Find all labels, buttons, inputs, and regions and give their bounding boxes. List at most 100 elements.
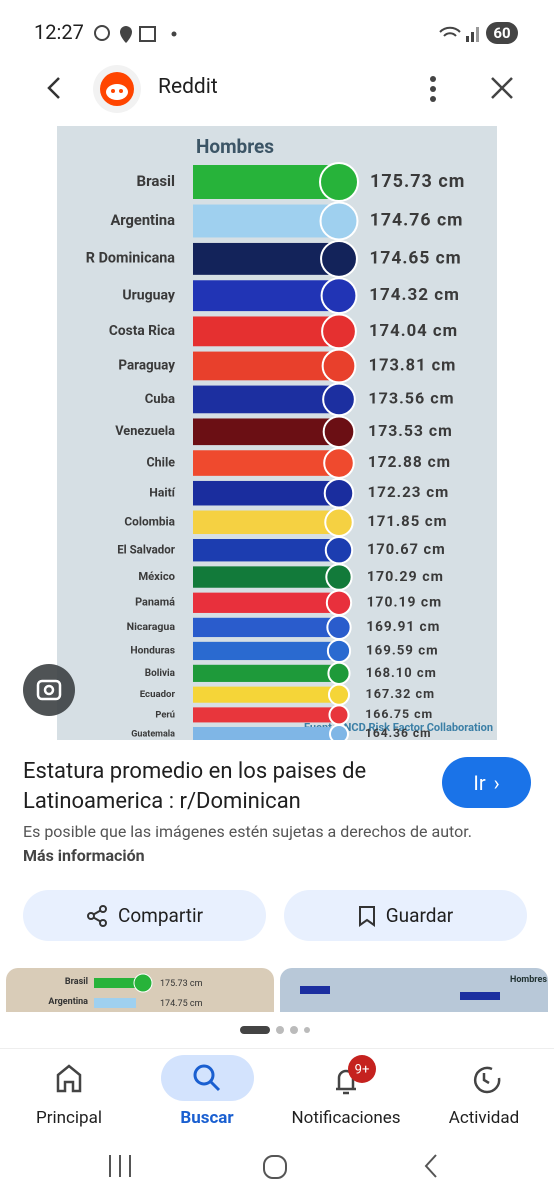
country-label: Costa Rica <box>109 323 175 339</box>
country-label: Brasil <box>137 172 176 190</box>
flag <box>319 201 359 241</box>
value-label: 171.85 cm <box>367 512 447 530</box>
value-label: 173.53 cm <box>368 421 453 440</box>
country-label: Venezuela <box>115 424 175 439</box>
bar <box>193 204 343 238</box>
go-button[interactable]: Ir › <box>442 757 531 808</box>
save-button[interactable]: Guardar <box>284 890 527 941</box>
flag <box>324 536 354 565</box>
bar <box>193 664 343 682</box>
page-dots <box>240 1026 310 1034</box>
share-label: Compartir <box>117 904 204 927</box>
country-label: Cuba <box>145 392 175 407</box>
value-label: 169.91 cm <box>366 619 440 635</box>
system-nav <box>109 1154 437 1179</box>
value-label: 174.04 cm <box>369 321 458 341</box>
share-button[interactable]: Compartir <box>23 890 266 941</box>
image-source: Fuente: NCD Risk Factor Collaboration <box>304 721 493 734</box>
bar <box>193 641 343 661</box>
flag <box>322 415 356 449</box>
menu-button[interactable] <box>420 74 446 104</box>
value-label: 169.59 cm <box>366 643 439 658</box>
bar <box>193 165 343 199</box>
value-label: 164.36 cm <box>365 726 432 740</box>
country-label: Nicaragua <box>127 620 176 633</box>
flag <box>320 239 358 278</box>
country-label: Colombia <box>124 514 175 528</box>
thumb-text: Argentina <box>48 997 88 1007</box>
flag <box>327 683 351 706</box>
country-label: Uruguay <box>122 287 176 303</box>
chevron: › <box>493 770 500 795</box>
value-label: 173.56 cm <box>368 389 454 408</box>
country-label: Panamá <box>135 596 175 609</box>
more-info-link[interactable]: Más información <box>23 846 145 865</box>
value-label: 174.65 cm <box>369 248 461 268</box>
nav-icons: 9+ <box>56 1055 501 1095</box>
flag <box>324 507 354 537</box>
notice-text: Es posible que las imágenes estén sujeta… <box>23 822 472 841</box>
save-icon <box>358 905 375 927</box>
value-label: 172.88 cm <box>368 453 451 471</box>
country-label: Honduras <box>130 644 175 657</box>
flag <box>329 724 349 740</box>
thumb-text: Brasil <box>65 977 88 987</box>
battery: 60 <box>486 22 518 44</box>
reddit-icon <box>93 65 141 113</box>
flag <box>321 313 357 350</box>
flag <box>326 614 352 641</box>
value-label: 167.32 cm <box>366 687 436 702</box>
bar <box>193 686 343 703</box>
bar <box>193 617 343 638</box>
result-image[interactable]: Hombres Fuente: NCD Risk Factor Collabor… <box>57 126 497 740</box>
country-label: Argentina <box>110 211 175 229</box>
country-label: R Dominicana <box>86 250 176 267</box>
nav-tab[interactable]: Notificaciones <box>291 1108 401 1128</box>
bar <box>193 707 343 723</box>
flag <box>322 382 356 417</box>
value-label: 174.76 cm <box>370 211 464 231</box>
value-label: 174.32 cm <box>369 285 460 305</box>
flag <box>320 277 358 315</box>
thumb-text: 175.73 cm <box>160 979 203 989</box>
nav-tab[interactable]: Principal <box>36 1108 102 1128</box>
bar <box>193 539 343 562</box>
flag <box>328 704 350 726</box>
bar <box>193 480 343 506</box>
result-title[interactable]: Estatura promedio en los paises de Latin… <box>23 759 367 814</box>
header-title: Reddit <box>158 75 218 99</box>
divider <box>0 1048 554 1049</box>
value-label: 166.75 cm <box>365 708 433 722</box>
thumbnail[interactable]: Hombres <box>280 968 548 1012</box>
value-label: 175.73 cm <box>370 171 465 192</box>
close-button[interactable] <box>488 74 516 102</box>
notification-badge: 9+ <box>355 1062 370 1077</box>
flag <box>326 638 352 664</box>
bar <box>193 510 343 534</box>
lens-button[interactable] <box>23 664 75 716</box>
country-label: Perú <box>155 709 175 720</box>
thumb-text: Hombres <box>510 975 547 985</box>
nav-tab[interactable]: Actividad <box>448 1108 520 1128</box>
flag <box>319 162 359 202</box>
thumbnail[interactable]: Brasil 175.73 cm Argentina 174.75 cm <box>6 968 274 1012</box>
bar <box>193 316 343 347</box>
flag <box>325 589 353 616</box>
value-label: 173.81 cm <box>369 356 457 375</box>
bar <box>193 385 343 414</box>
status-bar: 12:27 60 <box>0 0 554 60</box>
value-label: 172.23 cm <box>368 483 450 501</box>
go-label: Ir <box>473 770 486 795</box>
bar <box>193 592 343 613</box>
signal-icons <box>439 26 479 42</box>
country-label: Haití <box>149 485 175 499</box>
country-label: Chile <box>147 455 176 470</box>
status-icons <box>94 25 177 43</box>
flag <box>323 477 355 509</box>
flag <box>323 447 355 479</box>
back-button[interactable] <box>40 72 70 104</box>
bar <box>193 418 343 446</box>
bar <box>193 280 343 312</box>
nav-tab[interactable]: Buscar <box>180 1108 234 1128</box>
